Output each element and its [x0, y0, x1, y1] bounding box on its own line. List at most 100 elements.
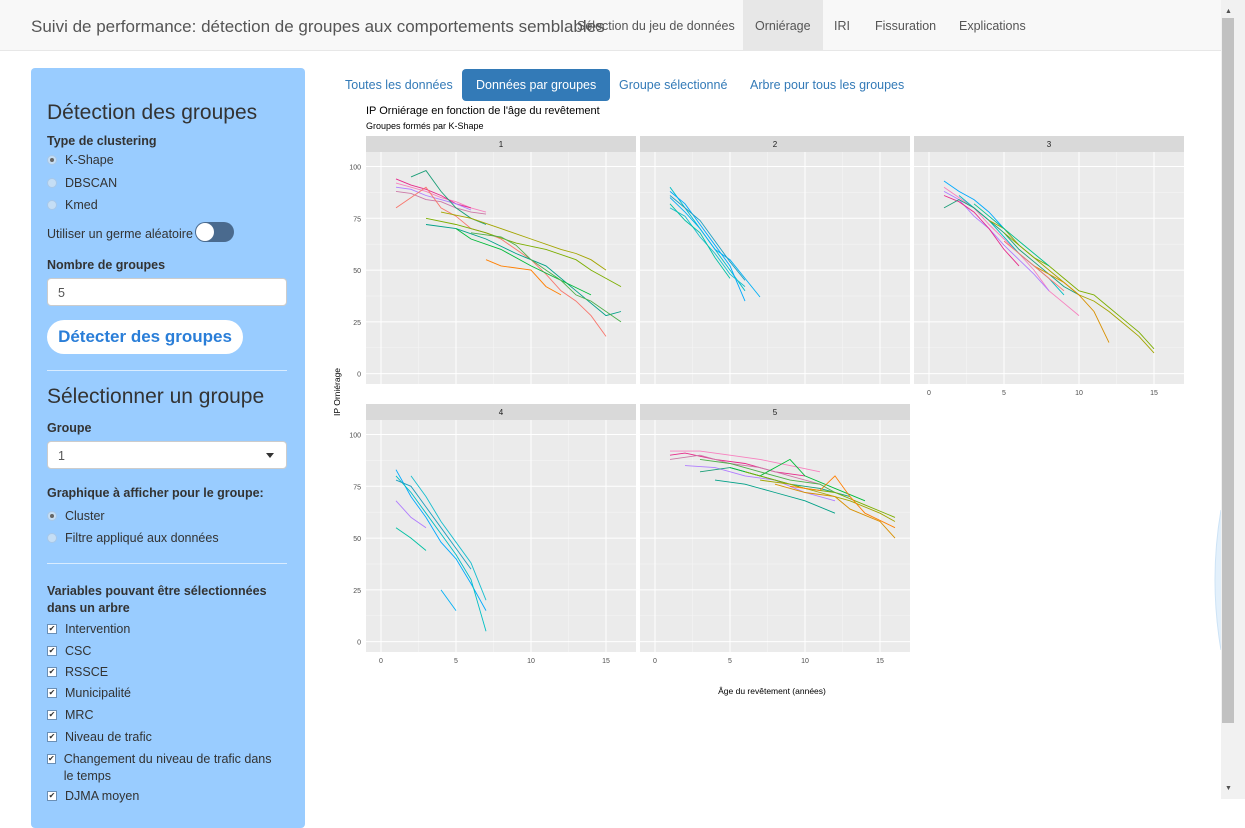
y-tick-label: 100 [349, 433, 361, 440]
series-line [684, 465, 836, 502]
detect-groups-button[interactable]: Détecter des groupes [47, 320, 243, 354]
series-line [470, 232, 622, 323]
check-label: Niveau de trafic [65, 730, 152, 744]
scroll-thumb[interactable] [1222, 18, 1234, 723]
check-intervention[interactable]: ✔ Intervention [47, 622, 130, 636]
y-tick-label: 75 [353, 484, 361, 491]
nav-explications[interactable]: Explications [959, 19, 1026, 33]
x-tick-label: 0 [653, 658, 657, 665]
facet-panel [640, 420, 910, 652]
detect-heading: Détection des groupes [47, 101, 258, 124]
series-line [669, 195, 746, 281]
x-axis-title: Âge du revêtement (années) [718, 686, 826, 696]
clustering-label: Type de clustering [47, 134, 157, 148]
checkbox-checked-icon: ✔ [47, 791, 57, 801]
radio-dbscan[interactable]: DBSCAN [47, 176, 117, 190]
checkbox-checked-icon: ✔ [47, 710, 57, 720]
check-csc[interactable]: ✔ CSC [47, 644, 91, 658]
edge-decoration [1214, 510, 1221, 650]
check-rssce[interactable]: ✔ RSSCE [47, 665, 108, 679]
series-line [440, 211, 607, 271]
check-label: Changement du niveau de trafic dans le t… [63, 752, 272, 783]
series-line [670, 450, 821, 473]
tab-toutes-donnees[interactable]: Toutes les données [345, 78, 453, 92]
checkbox-checked-icon: ✔ [47, 732, 57, 742]
x-tick-label: 5 [454, 658, 458, 665]
divider [47, 370, 287, 371]
x-tick-label: 15 [876, 658, 884, 665]
radio-kmed[interactable]: Kmed [47, 198, 98, 212]
scroll-up-icon[interactable]: ▲ [1225, 8, 1232, 15]
radio-kshape-label: K-Shape [65, 153, 114, 167]
vars-label: Variables pouvant être sélectionnées dan… [47, 584, 267, 615]
series-line [395, 475, 487, 632]
nav-iri[interactable]: IRI [834, 19, 850, 33]
series-line [714, 479, 836, 514]
y-tick-label: 0 [357, 372, 361, 379]
x-tick-label: 15 [1150, 390, 1158, 397]
y-tick-label: 50 [353, 536, 361, 543]
facet-strip [640, 136, 910, 152]
scroll-down-icon[interactable]: ▼ [1225, 785, 1232, 792]
series-line [395, 190, 487, 215]
radio-kmed-label: Kmed [65, 198, 98, 212]
group-select[interactable]: 1 [47, 441, 287, 469]
check-niveau-trafic[interactable]: ✔ Niveau de trafic [47, 730, 152, 744]
check-label: Intervention [65, 622, 131, 636]
facet-label: 5 [773, 408, 778, 417]
tab-groupe-selectionne[interactable]: Groupe sélectionné [619, 78, 728, 92]
navbar: Suivi de performance: détection de group… [0, 0, 1221, 51]
radio-kshape[interactable]: K-Shape [47, 153, 114, 167]
radio-dbscan-label: DBSCAN [65, 176, 118, 190]
facet-strip [640, 404, 910, 420]
series-line [669, 203, 731, 279]
y-tick-label: 0 [357, 640, 361, 647]
radio-cluster[interactable]: Cluster [47, 509, 105, 523]
divider [47, 563, 287, 564]
toggle-knob [196, 223, 214, 241]
x-tick-label: 10 [1075, 390, 1083, 397]
series-line [425, 217, 622, 287]
y-tick-label: 75 [353, 216, 361, 223]
x-tick-label: 0 [927, 390, 931, 397]
page-scrollbar[interactable]: ▲ ▼ [1221, 0, 1245, 799]
facet-label: 2 [773, 140, 778, 149]
series-line [669, 452, 806, 477]
y-tick-label: 50 [353, 268, 361, 275]
series-line [1003, 240, 1065, 292]
nav-fissuration[interactable]: Fissuration [875, 19, 937, 33]
nav-ornierage[interactable]: Orniérage [743, 0, 823, 50]
check-mrc[interactable]: ✔ MRC [47, 708, 93, 722]
group-label: Groupe [47, 421, 92, 435]
facet-label: 3 [1047, 140, 1052, 149]
series-line [395, 186, 607, 337]
check-label: MRC [65, 708, 94, 722]
y-tick-label: 25 [353, 588, 361, 595]
check-djma[interactable]: ✔ DJMA moyen [47, 789, 139, 803]
series-line [789, 475, 896, 529]
check-municipalite[interactable]: ✔ Municipalité [47, 686, 131, 700]
radio-filter[interactable]: Filtre appliqué aux données [47, 531, 219, 545]
x-tick-label: 5 [1002, 390, 1006, 397]
y-tick-label: 25 [353, 320, 361, 327]
series-line [669, 197, 761, 298]
check-label: Municipalité [65, 686, 132, 700]
x-tick-label: 10 [801, 658, 809, 665]
series-line [669, 454, 821, 485]
series-line [395, 469, 487, 611]
series-line [1003, 232, 1155, 350]
ngroups-input[interactable]: 5 [47, 278, 287, 306]
seed-toggle[interactable] [195, 222, 234, 242]
tab-arbre-tous-groupes[interactable]: Arbre pour tous les groupes [750, 78, 905, 92]
series-line [973, 203, 1050, 267]
y-axis-title: IP Orniérage [332, 368, 342, 416]
facet-panel [640, 152, 910, 384]
plot-subtitle: Groupes formés par K-Shape [366, 121, 484, 131]
check-changement-trafic[interactable]: ✔ Changement du niveau de trafic dans le … [47, 751, 277, 785]
series-line [455, 228, 592, 296]
nav-selection-jeu-donnees[interactable]: Sélection du jeu de données [577, 19, 735, 33]
series-line [699, 458, 836, 493]
tab-donnees-par-groupes[interactable]: Données par groupes [462, 69, 611, 101]
seed-label: Utiliser un germe aléatoire [47, 227, 193, 241]
